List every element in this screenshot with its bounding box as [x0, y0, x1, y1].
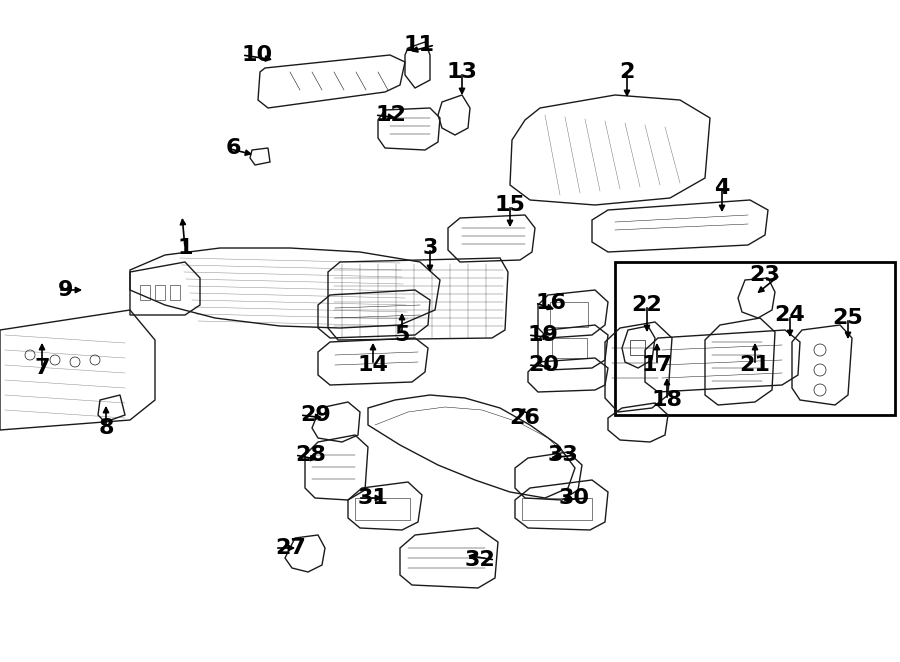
Text: 10: 10 — [242, 45, 273, 65]
Text: 1: 1 — [177, 238, 193, 258]
Bar — [630, 340, 645, 355]
Text: 7: 7 — [34, 358, 50, 378]
Bar — [355, 498, 410, 520]
Text: 18: 18 — [652, 390, 682, 410]
Text: 9: 9 — [58, 280, 74, 300]
Text: 2: 2 — [619, 62, 634, 82]
Text: 6: 6 — [226, 138, 241, 158]
Text: 30: 30 — [559, 488, 590, 508]
Text: 17: 17 — [642, 355, 672, 375]
Text: 28: 28 — [295, 445, 326, 465]
Text: 19: 19 — [528, 325, 559, 345]
Text: 24: 24 — [775, 305, 806, 325]
Bar — [522, 498, 592, 520]
Text: 31: 31 — [358, 488, 389, 508]
Bar — [170, 285, 180, 300]
Bar — [615, 262, 895, 415]
Text: 33: 33 — [547, 445, 578, 465]
Text: 12: 12 — [375, 105, 406, 125]
Text: 22: 22 — [632, 295, 662, 315]
Text: 29: 29 — [300, 405, 331, 425]
Text: 26: 26 — [509, 408, 540, 428]
Text: 5: 5 — [394, 325, 410, 345]
Bar — [552, 338, 587, 358]
Text: 16: 16 — [535, 293, 566, 313]
Text: 15: 15 — [495, 195, 526, 215]
Text: 23: 23 — [749, 265, 780, 285]
Text: 32: 32 — [464, 550, 495, 570]
Text: 20: 20 — [528, 355, 559, 375]
Text: 27: 27 — [275, 538, 306, 558]
Bar — [155, 285, 165, 300]
Bar — [140, 285, 150, 300]
Text: 11: 11 — [404, 35, 435, 55]
Text: 14: 14 — [357, 355, 389, 375]
Bar — [550, 302, 588, 327]
Text: 4: 4 — [715, 178, 730, 198]
Text: 25: 25 — [832, 308, 863, 328]
Text: 13: 13 — [446, 62, 477, 82]
Text: 21: 21 — [740, 355, 770, 375]
Text: 3: 3 — [422, 238, 437, 258]
Text: 8: 8 — [98, 418, 113, 438]
